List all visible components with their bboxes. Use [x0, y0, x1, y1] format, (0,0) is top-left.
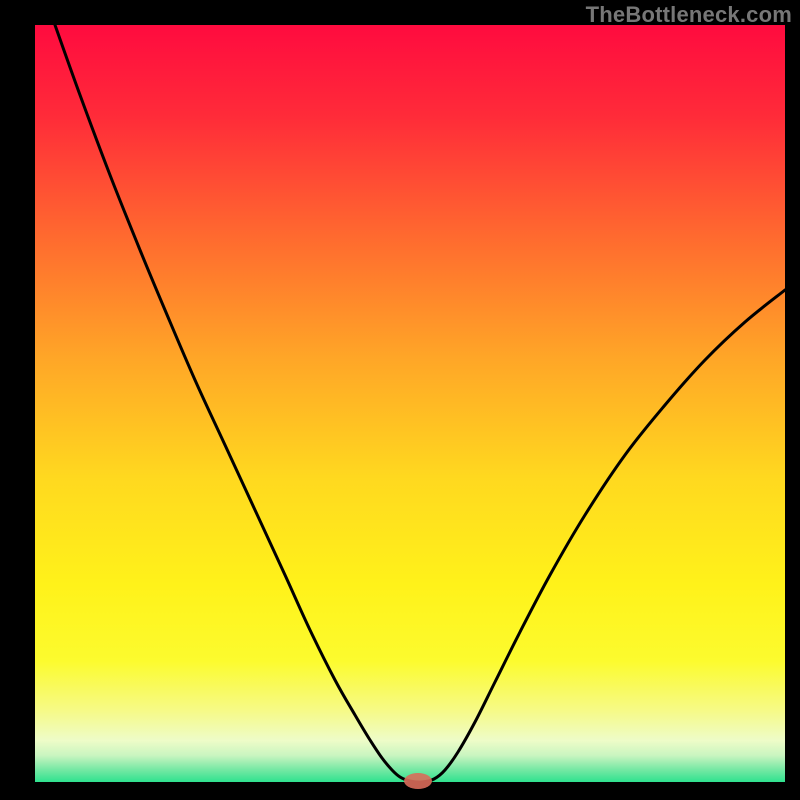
chart-svg [0, 0, 800, 800]
bottleneck-chart: TheBottleneck.com [0, 0, 800, 800]
plot-area [35, 25, 785, 782]
optimal-marker [404, 773, 432, 789]
watermark-text: TheBottleneck.com [586, 2, 792, 28]
